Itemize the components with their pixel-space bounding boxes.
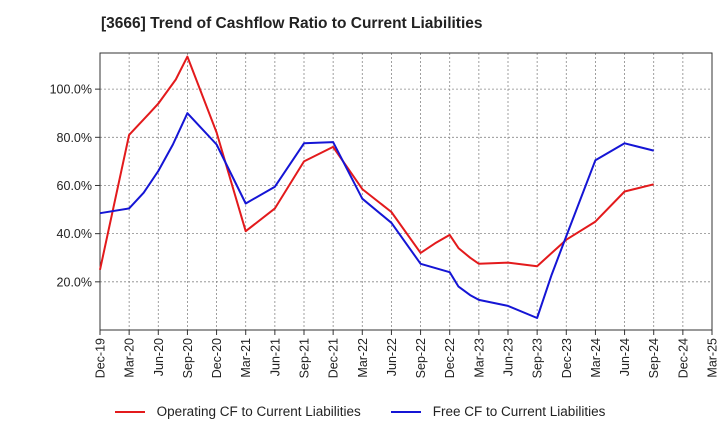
x-tick-label: Dec-23 [560,338,574,378]
x-tick-label: Dec-19 [94,338,108,378]
x-tick-label: Jun-20 [152,338,166,376]
x-tick-label: Sep-21 [298,338,312,378]
legend-item-free-cf: Free CF to Current Liabilities [390,404,606,419]
x-tick-label: Mar-22 [356,338,370,378]
legend-swatch-free-cf [390,410,421,413]
x-axis: Dec-19 Mar-20 Jun-20 Sep-20 Dec-20 Mar-21 Jun-… [94,330,720,378]
legend-label-operating-cf: Operating CF to Current Liabilities [156,404,361,419]
x-tick-label: Dec-21 [327,338,341,378]
x-tick-label: Sep-22 [414,338,428,378]
legend-swatch-operating-cf [114,410,145,413]
x-tick-label: Sep-24 [647,338,661,378]
x-tick-label: Jun-22 [385,338,399,376]
chart-title: [3666] Trend of Cashflow Ratio to Curren… [101,15,483,32]
x-tick-label: Jun-21 [268,338,282,376]
y-tick-label: 80.0% [57,131,92,145]
x-tick-label: Sep-23 [531,338,545,378]
x-tick-label: Mar-21 [239,338,253,378]
plot-area [99,52,713,331]
x-tick-label: Dec-22 [443,338,457,378]
y-tick-label: 40.0% [57,227,92,241]
x-tick-label: Dec-24 [676,338,690,378]
gridlines [100,53,712,330]
legend-item-operating-cf: Operating CF to Current Liabilities [114,404,361,419]
series-lines [99,55,654,319]
x-tick-label: Mar-25 [706,338,720,378]
x-tick-label: Mar-23 [472,338,486,378]
x-tick-label: Dec-20 [210,338,224,378]
x-tick-label: Mar-24 [589,338,603,378]
series-line-free-cf [99,112,654,319]
y-axis: 20.0% 40.0% 60.0% 80.0% 100.0% [50,83,100,289]
series-line-operating-cf [99,55,654,271]
y-tick-label: 60.0% [57,179,92,193]
y-tick-label: 20.0% [57,275,92,289]
legend-label-free-cf: Free CF to Current Liabilities [432,404,606,419]
x-tick-label: Jun-24 [618,338,632,376]
x-tick-label: Mar-20 [123,338,137,378]
legend: Operating CF to Current Liabilities Free… [0,404,720,419]
y-tick-label: 100.0% [50,83,92,97]
x-tick-label: Sep-20 [181,338,195,378]
x-tick-label: Jun-23 [502,338,516,376]
